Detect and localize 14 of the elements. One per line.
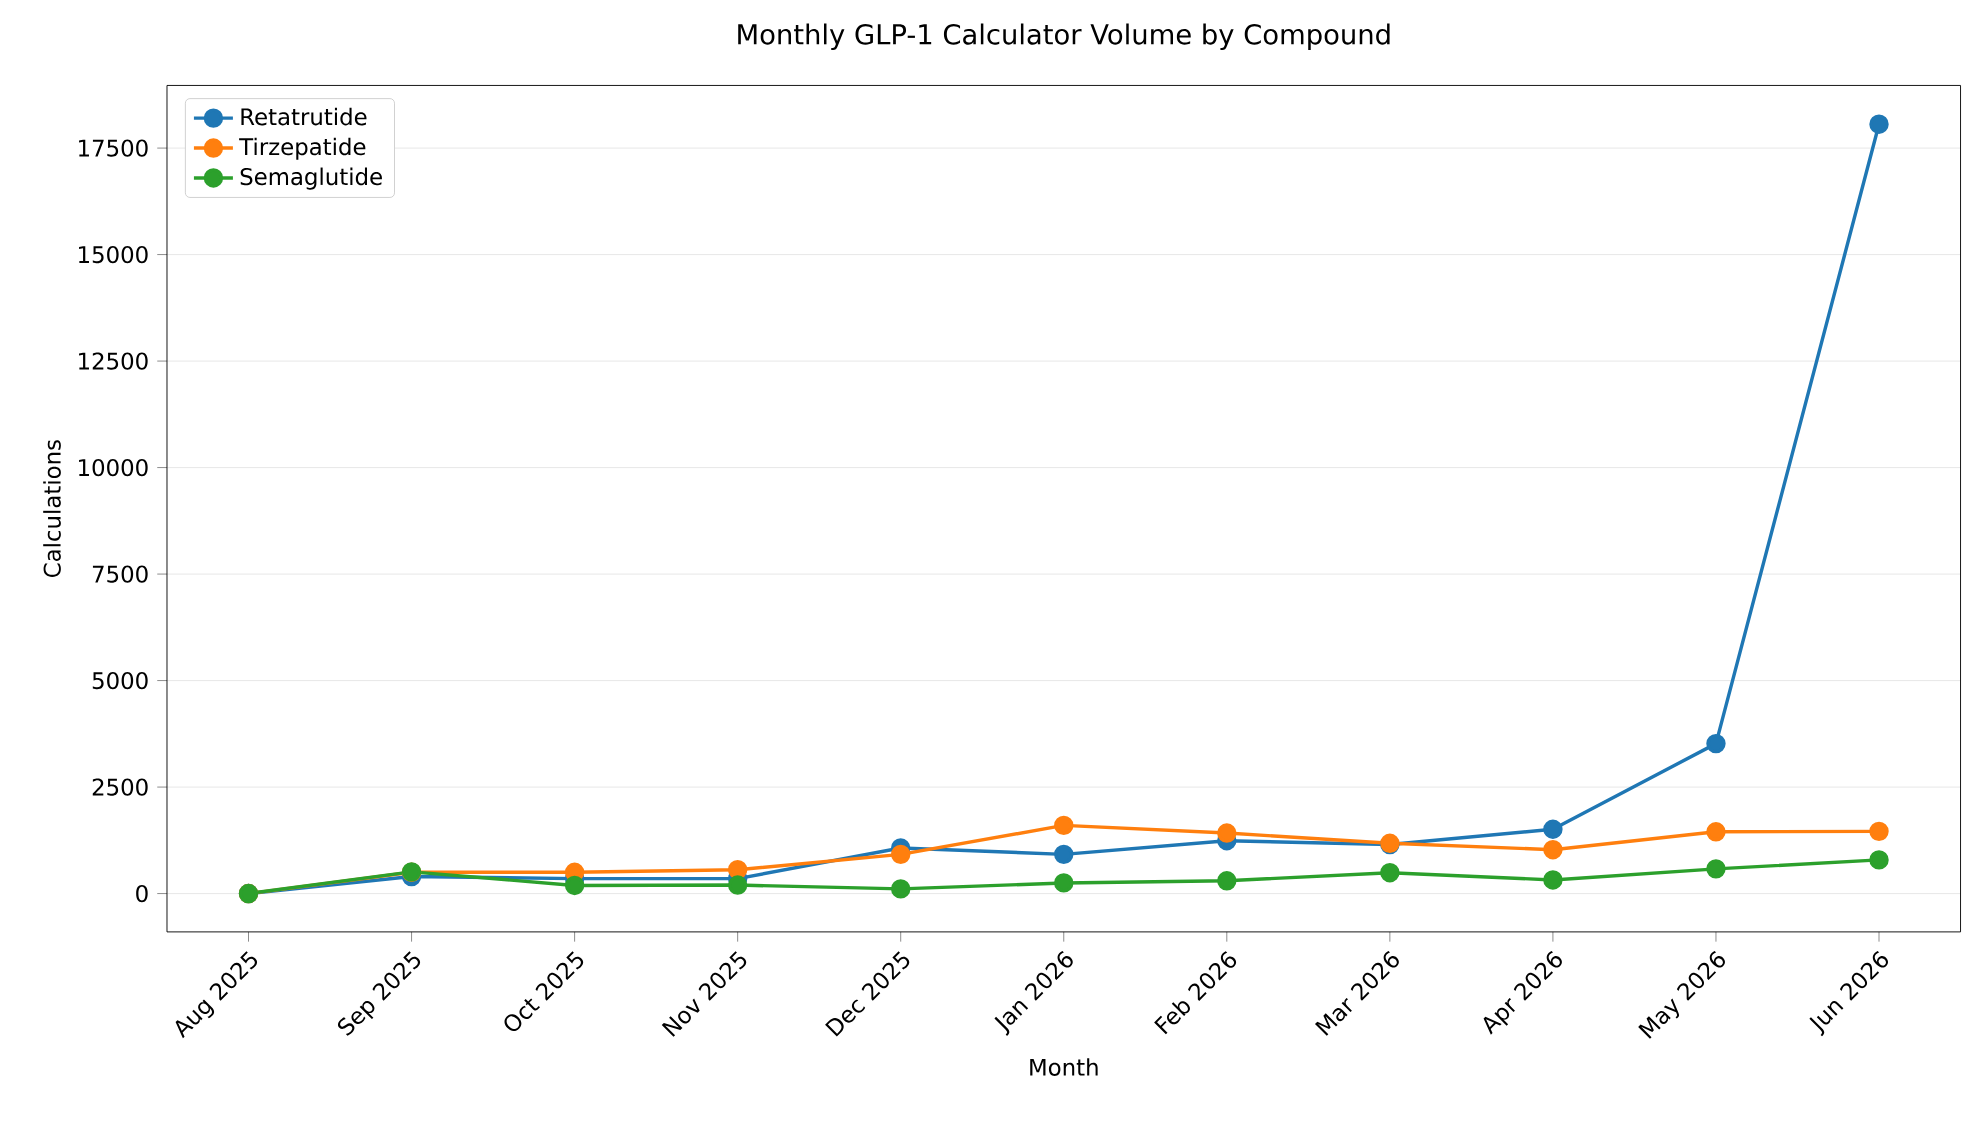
x-axis-title: Month <box>1030 1058 1098 1076</box>
y-tick-label: 5000 <box>92 671 148 690</box>
y-tick-label: 0 <box>136 884 148 903</box>
y-tick-label: 17500 <box>79 139 148 157</box>
y-tick-label: 12500 <box>79 352 148 370</box>
legend-label: Semaglutide <box>240 167 382 190</box>
y-tick-label: 2500 <box>92 778 148 796</box>
chart-title: Monthly GLP-1 Calculator Volume by Compound <box>738 23 1390 51</box>
y-tick-label: 15000 <box>79 245 148 264</box>
legend-label: Tirzepatide <box>239 137 366 160</box>
legend-label: Retatrutide <box>241 107 367 126</box>
y-tick-label: 10000 <box>79 458 148 477</box>
y-tick-label: 7500 <box>92 565 148 583</box>
y-axis-title: Calculations <box>43 440 61 578</box>
